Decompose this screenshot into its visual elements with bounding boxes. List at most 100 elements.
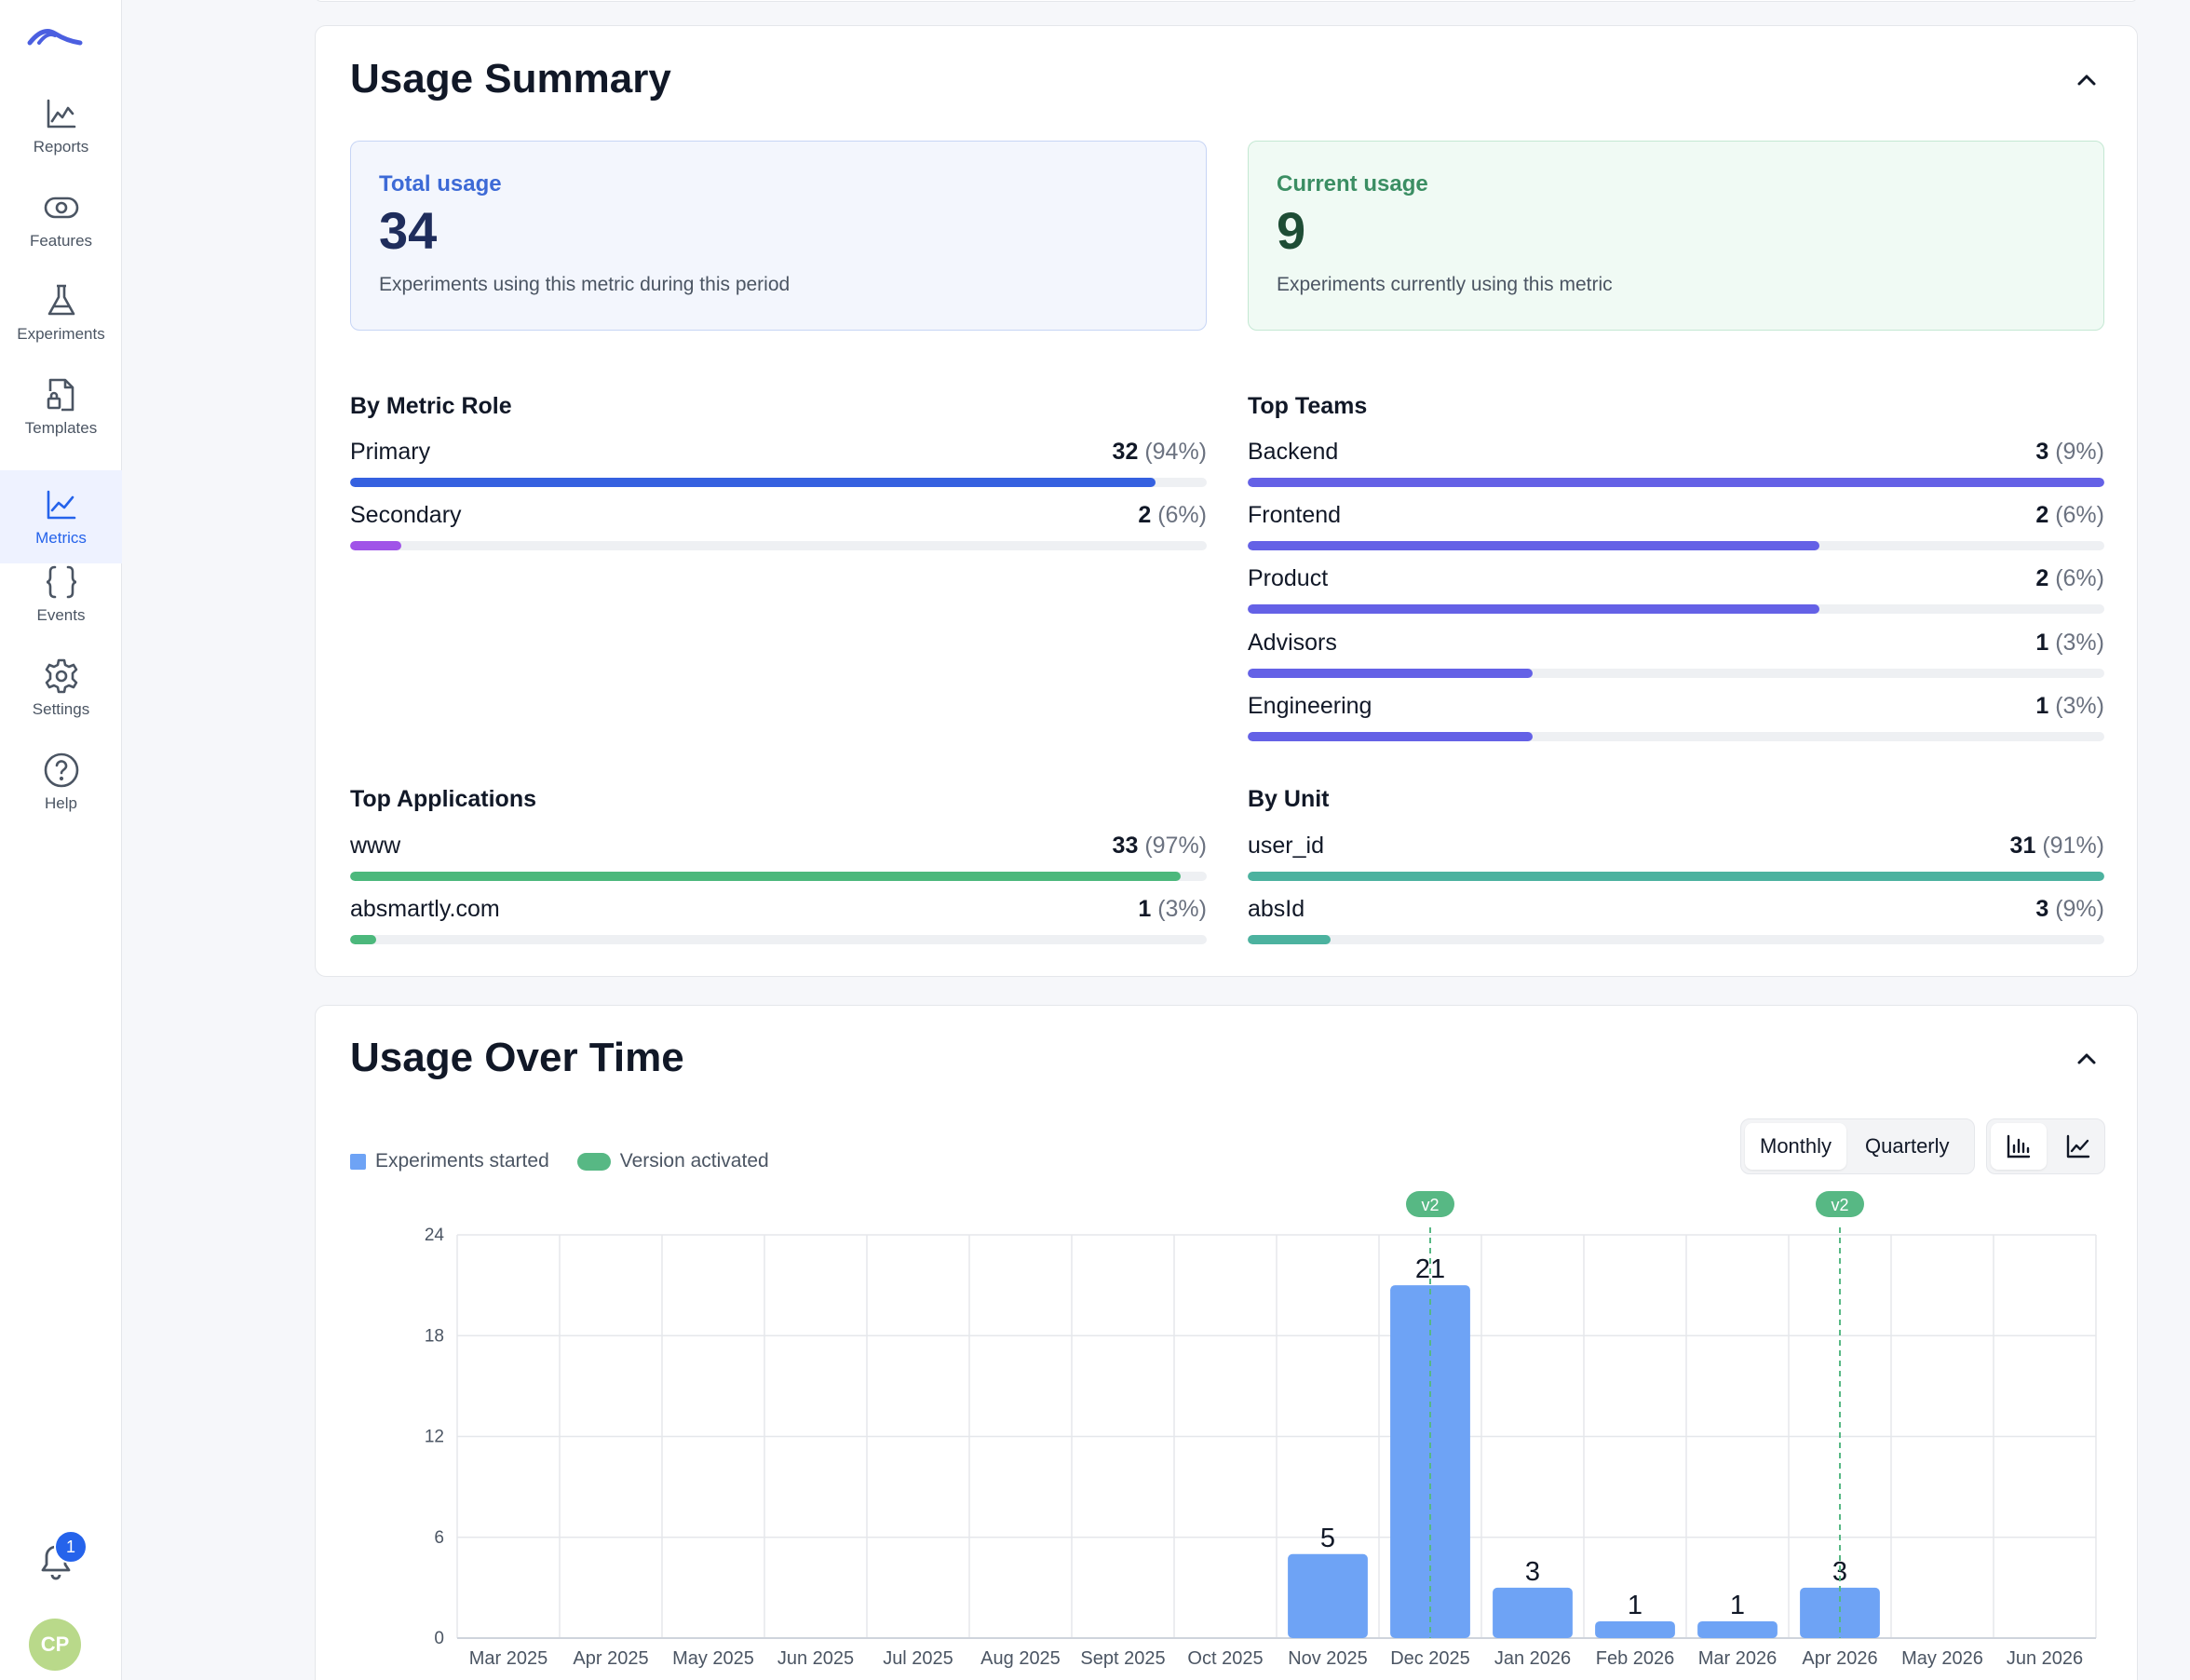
x-tick-label: Apr 2026: [1802, 1648, 1877, 1669]
section-title: Top Teams: [1248, 393, 1368, 419]
section-title: By Metric Role: [350, 393, 512, 419]
sidebar-item-experiments[interactable]: Experiments: [0, 266, 122, 359]
braces-icon: [46, 565, 76, 599]
progress-fill: [350, 478, 1156, 487]
row-name: user_id: [1248, 833, 1324, 859]
row-count: 2: [1138, 502, 1152, 528]
by-unit-section: By Unit user_id 31 (91%) absId 3 (9%): [1248, 786, 2104, 954]
view-toggle: [1986, 1118, 2105, 1174]
quarterly-toggle[interactable]: Quarterly: [1865, 1134, 1950, 1158]
total-usage-description: Experiments using this metric during thi…: [379, 274, 791, 295]
avatar[interactable]: CP: [29, 1619, 81, 1671]
x-tick-label: Jul 2025: [883, 1648, 953, 1669]
sidebar-item-features[interactable]: Features: [0, 173, 122, 266]
application-row: absmartly.com 1 (3%): [350, 896, 1207, 952]
bar: [1493, 1587, 1573, 1638]
row-percent: (94%): [1144, 439, 1207, 465]
progress-fill: [350, 872, 1182, 881]
legend-item-version[interactable]: Version activated: [576, 1150, 769, 1172]
usage-summary-panel: Usage Summary Total usage 34 Experiments…: [315, 25, 2138, 977]
progress-fill: [350, 935, 376, 944]
x-tick-label: Aug 2025: [980, 1648, 1061, 1669]
y-tick-label: 6: [434, 1528, 444, 1548]
progress-fill: [1248, 604, 1819, 614]
sidebar: Reports Features Experiments Templates M…: [0, 0, 122, 1680]
sidebar-item-settings[interactable]: Settings: [0, 642, 122, 735]
eye-icon: [44, 196, 78, 219]
version-marker-pill: [1406, 1191, 1454, 1217]
progress-track: [1248, 935, 2104, 944]
monthly-toggle[interactable]: Monthly: [1745, 1123, 1847, 1170]
x-tick-label: Apr 2025: [573, 1648, 648, 1669]
row-count: 3: [2035, 896, 2049, 922]
row-count: 2: [2035, 502, 2049, 528]
bar: [1697, 1620, 1778, 1638]
current-usage-value: 9: [1277, 201, 1306, 260]
bar: [1595, 1620, 1675, 1638]
bar-chart-icon: [2007, 1134, 2031, 1158]
sidebar-item-events[interactable]: Events: [0, 548, 122, 641]
by-metric-role-section: By Metric Role Primary 32 (94%) Secondar…: [350, 393, 1207, 579]
x-tick-label: Sept 2025: [1080, 1648, 1165, 1669]
total-usage-value: 34: [379, 201, 438, 260]
gear-icon: [45, 658, 77, 694]
sidebar-item-templates[interactable]: Templates: [0, 360, 122, 454]
chevron-up-icon[interactable]: [2070, 1042, 2103, 1076]
sidebar-item-label: Reports: [33, 138, 89, 156]
team-row: Product 2 (6%): [1248, 565, 2104, 621]
usage-over-time-title: Usage Over Time: [350, 1035, 684, 1080]
row-value: 2 (6%): [2035, 502, 2104, 529]
legend-label: Version activated: [619, 1150, 769, 1172]
row-value: 1 (3%): [2035, 630, 2104, 657]
application-row: www 33 (97%): [350, 833, 1207, 888]
progress-track: [1248, 872, 2104, 881]
template-file-icon: [47, 378, 74, 412]
top-teams-section: Top Teams Backend 3 (9%) Frontend 2 (6%)…: [1248, 393, 2104, 765]
version-marker-label: v2: [1831, 1196, 1848, 1214]
usage-over-time-panel: Usage Over Time Experiments started Vers…: [315, 1005, 2138, 1680]
row-percent: (3%): [2055, 630, 2104, 656]
x-tick-label: May 2026: [1901, 1648, 1983, 1669]
row-percent: (6%): [1157, 502, 1207, 528]
sidebar-item-label: Events: [36, 606, 86, 624]
absmartly-logo[interactable]: [26, 20, 84, 48]
x-tick-label: Mar 2025: [469, 1648, 548, 1669]
notification-badge: 1: [54, 1530, 88, 1564]
progress-track: [1248, 732, 2104, 741]
sidebar-item-metrics[interactable]: Metrics: [0, 470, 122, 563]
row-name: www: [350, 833, 401, 859]
team-row: Advisors 1 (3%): [1248, 630, 2104, 685]
current-usage-description: Experiments currently using this metric: [1277, 274, 1613, 295]
progress-track: [350, 541, 1207, 550]
x-tick-label: Dec 2025: [1390, 1648, 1470, 1669]
row-percent: (3%): [1157, 896, 1207, 922]
total-usage-card: Total usage 34 Experiments using this me…: [350, 141, 1207, 331]
sidebar-item-reports[interactable]: Reports: [0, 79, 122, 172]
chevron-up-icon[interactable]: [2070, 63, 2103, 97]
row-value: 1 (3%): [2035, 693, 2104, 720]
progress-fill: [1248, 478, 2104, 487]
row-count: 2: [2035, 565, 2049, 591]
data-label: 1: [1730, 1591, 1745, 1620]
legend-swatch: [350, 1153, 366, 1170]
total-usage-label: Total usage: [379, 171, 502, 196]
row-name: Advisors: [1248, 630, 1337, 656]
sidebar-item-help[interactable]: Help: [0, 736, 122, 829]
unit-row: absId 3 (9%): [1248, 896, 2104, 952]
legend-swatch: [576, 1152, 611, 1171]
x-tick-label: Jun 2026: [2007, 1648, 2083, 1669]
progress-track: [1248, 604, 2104, 614]
legend-item-experiments[interactable]: Experiments started: [350, 1150, 549, 1172]
progress-fill: [350, 541, 402, 550]
sidebar-item-label: Templates: [24, 419, 98, 437]
chart-legend: Experiments started Version activated: [350, 1150, 769, 1172]
row-percent: (6%): [2055, 565, 2104, 591]
bar: [1390, 1285, 1470, 1638]
row-value: 33 (97%): [1113, 833, 1207, 860]
row-count: 1: [2035, 630, 2049, 656]
line-view-toggle[interactable]: [2050, 1123, 2106, 1170]
progress-track: [1248, 669, 2104, 678]
bar-view-toggle[interactable]: [1991, 1123, 2047, 1170]
row-count: 3: [2035, 439, 2049, 465]
